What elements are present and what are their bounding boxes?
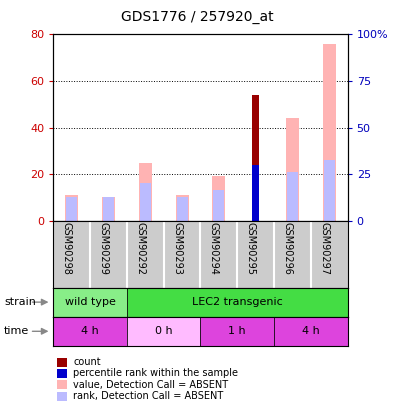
Bar [103, 198, 114, 221]
Bar [323, 44, 336, 221]
Text: GSM90299: GSM90299 [98, 222, 109, 275]
Text: rank, Detection Call = ABSENT: rank, Detection Call = ABSENT [73, 391, 223, 401]
Bar [127, 317, 201, 346]
Text: GSM90297: GSM90297 [319, 222, 329, 275]
Bar [65, 195, 78, 221]
Bar [201, 317, 274, 346]
Bar [177, 198, 188, 221]
Bar [53, 317, 127, 346]
Text: 4 h: 4 h [81, 326, 99, 336]
Bar [324, 160, 335, 221]
Bar [213, 190, 224, 221]
Bar [252, 95, 259, 221]
Text: time: time [4, 326, 29, 336]
Bar [213, 177, 225, 221]
Text: 1 h: 1 h [228, 326, 246, 336]
Text: GDS1776 / 257920_at: GDS1776 / 257920_at [121, 10, 274, 24]
Text: GSM90293: GSM90293 [172, 222, 182, 275]
Text: GSM90294: GSM90294 [209, 222, 219, 275]
Bar [176, 195, 188, 221]
Bar [102, 198, 115, 221]
Text: strain: strain [4, 297, 36, 307]
Bar [252, 165, 259, 221]
Text: GSM90295: GSM90295 [246, 222, 256, 275]
Bar [140, 183, 151, 221]
Text: 0 h: 0 h [155, 326, 173, 336]
Bar [286, 118, 299, 221]
Text: 4 h: 4 h [302, 326, 320, 336]
Text: percentile rank within the sample: percentile rank within the sample [73, 369, 238, 378]
Text: value, Detection Call = ABSENT: value, Detection Call = ABSENT [73, 380, 228, 390]
Bar [127, 288, 348, 317]
Text: LEC2 transgenic: LEC2 transgenic [192, 297, 282, 307]
Bar [53, 288, 127, 317]
Text: GSM90298: GSM90298 [62, 222, 72, 275]
Text: count: count [73, 357, 101, 367]
Text: GSM90296: GSM90296 [282, 222, 292, 275]
Text: wild type: wild type [65, 297, 116, 307]
Bar [139, 162, 152, 221]
Bar [66, 198, 77, 221]
Bar [287, 172, 298, 221]
Text: GSM90292: GSM90292 [135, 222, 145, 275]
Bar [274, 317, 348, 346]
